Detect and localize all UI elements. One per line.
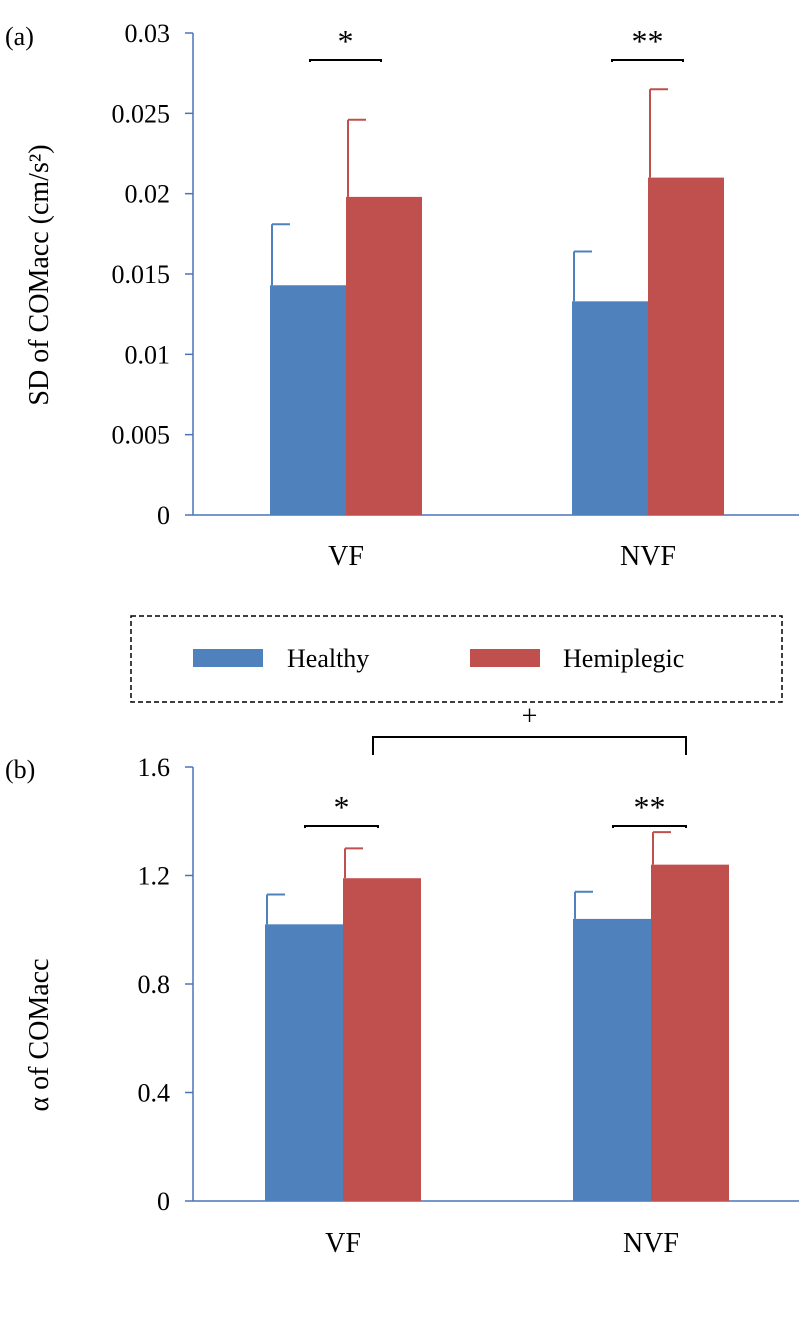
bar-hemiplegic-vf — [346, 196, 422, 515]
significance-marker: ** — [634, 789, 666, 825]
y-tick-label: 0.03 — [125, 19, 171, 48]
y-tick-label: 1.2 — [138, 862, 171, 891]
legend-hemiplegic-label: Hemiplegic — [563, 644, 684, 673]
significance-bracket — [304, 825, 379, 828]
legend-healthy-swatch — [193, 649, 263, 667]
legend-healthy-label: Healthy — [287, 644, 369, 673]
y-tick-label: 1.6 — [138, 753, 171, 782]
panel-b: (b) α of COMacc 00.40.81.21.6VF NVF* **+ — [5, 701, 799, 1259]
bar-healthy-nvf — [573, 918, 651, 1201]
significance-bracket — [612, 825, 687, 828]
y-tick-label: 0.015 — [112, 260, 171, 289]
y-tick-label: 0.005 — [112, 421, 171, 450]
legend: Healthy Hemiplegic — [130, 615, 783, 703]
y-tick-label: 0.025 — [112, 99, 171, 128]
y-tick-label: 0.4 — [138, 1079, 171, 1108]
bar-healthy-vf — [265, 924, 343, 1201]
y-tick-label: 0.01 — [125, 340, 171, 369]
panel-a: (a) SD of COMacc (cm/s²) 0 0.005 0.01 0.015… — [5, 19, 799, 572]
panel-a-label: (a) — [5, 22, 34, 51]
panel-b-plot-area: 00.40.81.21.6VF NVF* **+ — [138, 701, 799, 1259]
bar-healthy-nvf — [572, 301, 648, 515]
significance-marker: * — [334, 789, 350, 825]
significance-marker: * — [338, 23, 354, 59]
bar-healthy-vf — [270, 285, 346, 515]
y-tick-label: 0.8 — [138, 970, 171, 999]
panel-b-y-axis-label: α of COMacc — [24, 958, 55, 1111]
x-tick-label-vf: VF — [328, 541, 364, 572]
bar-hemiplegic-nvf — [648, 177, 724, 515]
cross-significance-marker: + — [522, 701, 538, 732]
cross-significance-bracket — [372, 736, 687, 755]
panel-a-y-axis-label: SD of COMacc (cm/s²) — [24, 144, 55, 405]
significance-bracket — [309, 59, 382, 62]
significance-marker: ** — [632, 23, 664, 59]
x-tick-label-nvf: NVF — [620, 541, 676, 572]
x-tick-label-vf: VF — [325, 1228, 361, 1259]
x-tick-label-nvf: NVF — [623, 1228, 679, 1259]
legend-hemiplegic-swatch — [470, 649, 540, 667]
y-tick-label: 0.02 — [125, 180, 171, 209]
panel-b-label: (b) — [5, 755, 35, 784]
significance-bracket — [611, 59, 684, 62]
y-tick-label: 0 — [157, 1187, 170, 1216]
bar-hemiplegic-vf — [343, 878, 421, 1201]
bar-hemiplegic-nvf — [651, 864, 729, 1201]
y-tick-label: 0 — [157, 501, 170, 530]
